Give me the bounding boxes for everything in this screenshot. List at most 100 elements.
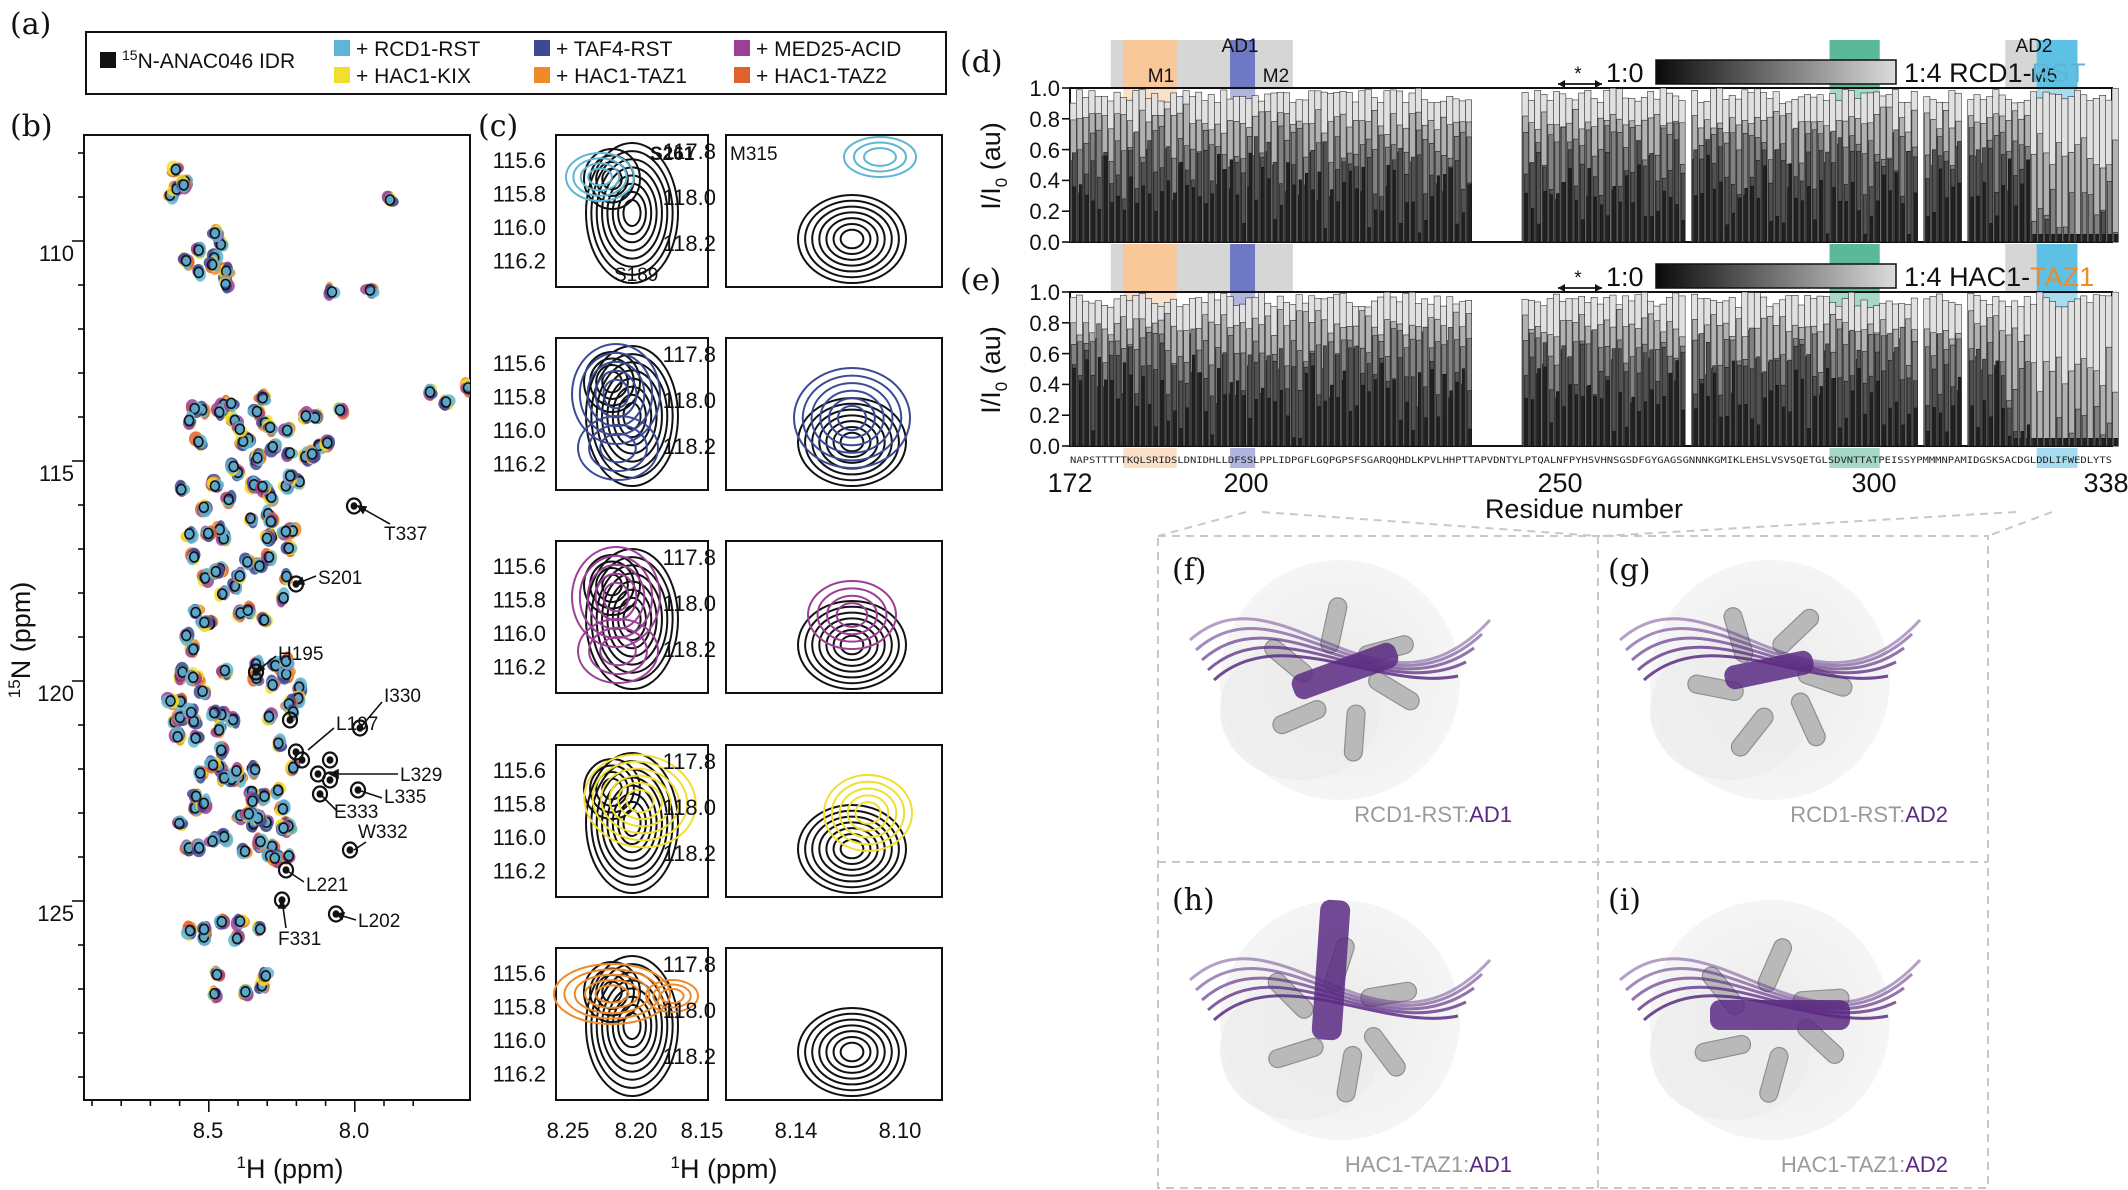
peak-label-l197: L197: [336, 714, 378, 735]
panel-label-h: (h): [1172, 883, 1215, 918]
intensity-bar: [1763, 165, 1768, 243]
protein-structure: [1619, 560, 1922, 800]
contour: [589, 764, 635, 814]
zoom-x-label: 1H (ppm): [671, 1153, 778, 1184]
legend-swatch-kix: [334, 67, 350, 83]
zoom-right-panel: [725, 134, 943, 288]
intensity-bar: [1291, 366, 1297, 447]
intensity-bar: [1838, 427, 1843, 447]
hsqc-peak: [190, 838, 206, 858]
contour: [590, 963, 674, 1089]
intensity-bar: [1587, 385, 1592, 447]
hsqc-peak: [275, 587, 290, 608]
intensity-bar: [1800, 378, 1805, 447]
scale-d-star: *: [1574, 64, 1582, 85]
intensity-bar: [1813, 395, 1818, 447]
zoom-x-tick-8.15: 8.15: [681, 1118, 724, 1143]
zoom-left-panel: [553, 947, 709, 1101]
hsqc-peak: [206, 223, 225, 243]
intensity-bar: [1179, 161, 1184, 243]
zoom-right-y-tick: 118.0: [663, 185, 716, 210]
intensity-bar: [1826, 233, 1830, 243]
zoom-right-y-tick: 118.2: [663, 637, 716, 662]
intensity-bar: [1957, 182, 1962, 243]
contour: [606, 987, 658, 1065]
intensity-ticks: [1062, 87, 1070, 447]
intensity-bar: [1775, 385, 1780, 447]
intensity-bar: [1292, 437, 1297, 447]
hsqc-peak: [193, 764, 209, 784]
intensity-bar: [1593, 196, 1598, 243]
hsqc-peak: [239, 806, 258, 823]
intensity-bar: [1166, 180, 1171, 243]
intensity-bar: [1744, 188, 1749, 243]
intensity-bar: [1756, 424, 1761, 447]
hsqc-peak: [195, 614, 214, 633]
intensity-bar: [1248, 152, 1253, 243]
hsqc-peak: [231, 566, 247, 585]
intensity-bar: [1311, 365, 1316, 447]
contour: [839, 431, 865, 453]
intensity-bar: [1844, 417, 1849, 447]
intensity-bar: [1399, 419, 1403, 447]
contour: [839, 634, 865, 656]
intensity-bar: [1782, 406, 1786, 447]
intensity-bar: [1317, 406, 1322, 447]
zoom-right-y-tick: 117.8: [663, 342, 716, 367]
contour: [801, 374, 903, 462]
intensity-bar: [2026, 159, 2031, 243]
intensity-bar: [1342, 181, 1347, 243]
hsqc-peak: [217, 261, 236, 279]
legend-label-ref: 15N-ANAC046 IDR: [122, 47, 295, 73]
zoom-right-y-tick: 117.8: [663, 952, 716, 977]
contour: [811, 205, 893, 273]
intensity-bar: [1625, 426, 1629, 447]
hsqc-peak: [267, 849, 285, 869]
contour: [811, 611, 893, 679]
hsqc-peak: [184, 666, 202, 687]
hsqc-peak: [209, 965, 226, 982]
contour: [839, 1041, 865, 1063]
hsqc-y-tick-120: 120: [37, 681, 74, 706]
intensity-bar: [1261, 167, 1265, 243]
contour: [793, 367, 911, 469]
intensity-bar: [1455, 381, 1460, 447]
intensity-bar: [1530, 399, 1535, 447]
contour: [571, 546, 661, 648]
zoom-left-y-tick: 116.2: [493, 1062, 546, 1087]
contour: [583, 148, 641, 210]
intensity-bar: [1148, 193, 1152, 243]
legend-label-taf4: + TAF4-RST: [556, 38, 673, 61]
zoom-right-y-tick: 118.2: [663, 841, 716, 866]
intensity-bar: [2051, 438, 2056, 447]
intensity-bar: [1738, 404, 1742, 447]
intensity-bar: [2056, 142, 2063, 243]
d-y-tick-0.4: 0.4: [1029, 168, 1060, 193]
intensity-bar: [1713, 372, 1717, 447]
hsqc-peak: [190, 241, 207, 260]
intensity-bar: [2077, 234, 2081, 243]
intensity-bar: [1192, 354, 1196, 447]
intensity-bar: [1424, 220, 1429, 243]
intensity-bar: [1681, 219, 1686, 243]
intensity-bar: [1888, 190, 1893, 243]
legend: 15N-ANAC046 IDR + RCD1-RST + HAC1-KIX + …: [85, 31, 947, 95]
hsqc-peak: [215, 662, 234, 681]
intensity-bar: [1794, 369, 1799, 447]
intensity-bar: [1380, 362, 1385, 447]
hsqc-spectrum: 8.5 8.0 110 115 120 125 1H (ppm) 15N (pp…: [5, 134, 471, 1184]
intensity-bar: [1361, 166, 1366, 243]
peak-label-h195: H195: [278, 644, 323, 665]
intensity-bar: [1110, 379, 1115, 447]
intensity-bar: [1129, 374, 1134, 447]
panel-label-i: (i): [1608, 883, 1641, 918]
contour: [818, 211, 886, 267]
zoom-labels: S261 S189 M315 8.25 8.20 8.15 8.14 8.10 …: [547, 144, 922, 1184]
intensity-bar: [1298, 179, 1303, 243]
intensity-bar: [1129, 176, 1134, 243]
zoom-right-y-tick: 118.0: [663, 591, 716, 616]
intensity-bar: [1380, 210, 1385, 243]
residue-tick-172: 172: [1047, 468, 1092, 498]
hsqc-peak: [208, 563, 225, 580]
contour: [838, 787, 898, 839]
